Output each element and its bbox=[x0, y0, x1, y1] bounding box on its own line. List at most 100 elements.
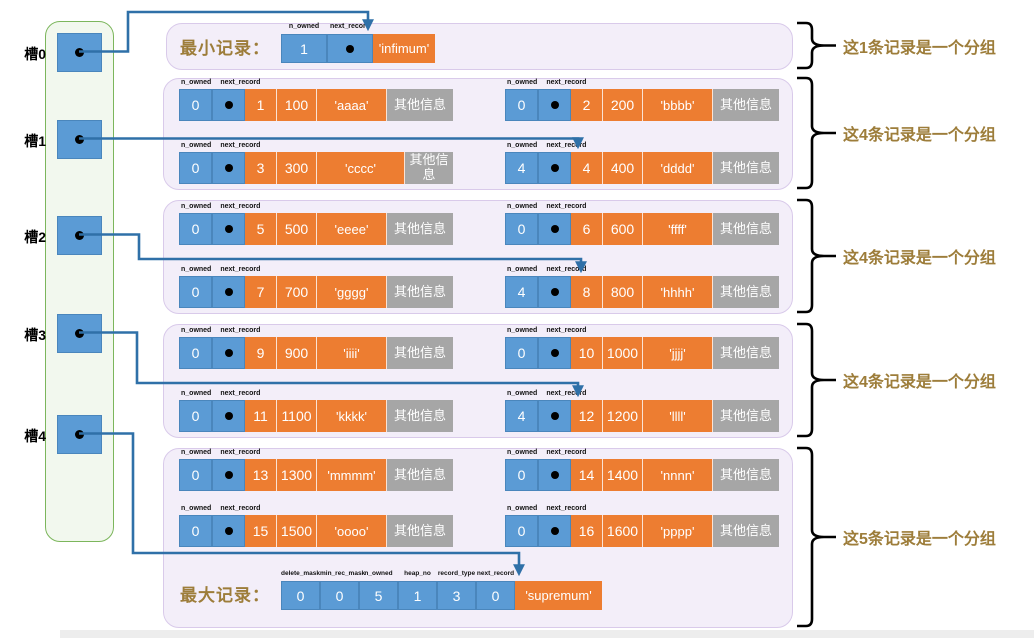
key-cell: 2 bbox=[571, 89, 603, 121]
group-brace-3 bbox=[797, 198, 836, 314]
field-label-next-record: next_record bbox=[546, 505, 587, 512]
next-record-cell bbox=[212, 459, 245, 491]
key-cell: 14 bbox=[571, 459, 603, 491]
key-cell: 16 bbox=[571, 515, 603, 547]
field-label-next-record: next_record bbox=[546, 142, 587, 149]
slot-directory-panel bbox=[45, 21, 114, 542]
next-record-cell bbox=[212, 89, 245, 121]
pointer-dot bbox=[224, 288, 233, 296]
record-type-cell: 3 bbox=[437, 581, 476, 610]
data-cell: 'eeee' bbox=[317, 213, 387, 245]
field-label-n-owned: n_owned bbox=[507, 79, 538, 86]
n-owned-cell: 0 bbox=[505, 337, 538, 369]
pointer-dot bbox=[75, 48, 84, 57]
value-cell: 600 bbox=[603, 213, 643, 245]
record: n_owned next_record 4 8 800 'hhhh' 其他信息 bbox=[505, 266, 779, 308]
n-owned-cell: 0 bbox=[505, 89, 538, 121]
next-record-cell bbox=[212, 276, 245, 308]
record: n_owned next_record 4 4 400 'dddd' 其他信息 bbox=[505, 142, 779, 184]
slot-0 bbox=[57, 33, 102, 72]
next-record-cell bbox=[212, 515, 245, 547]
pointer-dot bbox=[550, 349, 559, 357]
key-cell: 5 bbox=[245, 213, 277, 245]
slot-label-1: 槽1 bbox=[24, 132, 46, 149]
infimum-caption: 最小记录： bbox=[180, 39, 270, 58]
data-cell: 'nnnn' bbox=[643, 459, 713, 491]
field-label-next-record: next_record bbox=[220, 79, 261, 86]
delete-mask-cell: 0 bbox=[281, 581, 320, 610]
value-cell: 1100 bbox=[277, 400, 317, 432]
value-cell: 100 bbox=[277, 89, 317, 121]
pointer-dot bbox=[75, 430, 84, 439]
field-label-n-owned: n_owned bbox=[181, 79, 212, 86]
field-label-n-owned: n_owned bbox=[181, 266, 212, 273]
n-owned-cell: 4 bbox=[505, 276, 538, 308]
other-info-cell: 其他信息 bbox=[387, 515, 453, 547]
pointer-dot bbox=[224, 164, 233, 172]
next-record-cell bbox=[538, 337, 571, 369]
group-brace-label-1: 这1条记录是一个分组 bbox=[843, 39, 996, 57]
value-cell: 400 bbox=[603, 152, 643, 184]
pointer-dot bbox=[224, 349, 233, 357]
min-rec-mask-cell: 0 bbox=[320, 581, 359, 610]
record: n_owned next_record 0 16 1600 'pppp' 其他信… bbox=[505, 505, 779, 547]
slot-label-3: 槽3 bbox=[24, 326, 46, 343]
value-cell: 900 bbox=[277, 337, 317, 369]
field-label-n-owned: n_owned bbox=[507, 266, 538, 273]
other-info-cell: 其他信息 bbox=[713, 152, 779, 184]
other-info-cell: 其他信息 bbox=[387, 400, 453, 432]
record: n_owned next_record 0 10 1000 'jjjj' 其他信… bbox=[505, 327, 779, 369]
key-cell: 7 bbox=[245, 276, 277, 308]
field-label-next-record: next_record bbox=[220, 390, 261, 397]
other-info-cell: 其他信息 bbox=[713, 400, 779, 432]
pointer-dot bbox=[550, 471, 559, 479]
data-cell: 'dddd' bbox=[643, 152, 713, 184]
pointer-dot bbox=[224, 101, 233, 109]
value-cell: 300 bbox=[277, 152, 317, 184]
n-owned-cell: 0 bbox=[505, 459, 538, 491]
record: n_owned next_record 0 3 300 'cccc' 其他信息 bbox=[179, 142, 453, 184]
infimum-value-cell: 'infimum' bbox=[373, 34, 435, 63]
other-info-cell: 其他信息 bbox=[387, 213, 453, 245]
data-cell: 'iiii' bbox=[317, 337, 387, 369]
n-owned-cell: 0 bbox=[505, 213, 538, 245]
next-record-cell bbox=[538, 459, 571, 491]
data-cell: 'bbbb' bbox=[643, 89, 713, 121]
key-cell: 10 bbox=[571, 337, 603, 369]
supremum-record: 0 0 5 1 3 0 'supremum' bbox=[281, 581, 602, 610]
field-label-n-owned: n_owned bbox=[288, 23, 320, 30]
data-cell: 'oooo' bbox=[317, 515, 387, 547]
next-record-cell bbox=[538, 152, 571, 184]
pointer-dot bbox=[224, 527, 233, 535]
record: n_owned next_record 0 14 1400 'nnnn' 其他信… bbox=[505, 449, 779, 491]
group-brace-label-4: 这4条记录是一个分组 bbox=[843, 374, 996, 391]
field-label-delete-mask: delete_mask bbox=[281, 570, 321, 577]
other-info-cell: 其他信息 bbox=[387, 459, 453, 491]
next-record-cell: 0 bbox=[476, 581, 515, 610]
data-cell: 'hhhh' bbox=[643, 276, 713, 308]
field-label-n-owned: n_owned bbox=[181, 390, 212, 397]
field-label-next-record: next_record bbox=[546, 266, 587, 273]
field-label-next-record: next_record bbox=[220, 142, 261, 149]
record: n_owned next_record 0 1 100 'aaaa' 其他信息 bbox=[179, 79, 453, 121]
n-owned-cell: 0 bbox=[179, 337, 212, 369]
value-cell: 1200 bbox=[603, 400, 643, 432]
supremum-caption: 最大记录： bbox=[180, 586, 270, 605]
other-info-cell: 其他信息 bbox=[387, 337, 453, 369]
pointer-dot bbox=[75, 329, 84, 338]
slot-label-4: 槽4 bbox=[24, 427, 46, 444]
field-label-next-record: next_record bbox=[546, 203, 587, 210]
data-cell: 'pppp' bbox=[643, 515, 713, 547]
other-info-cell: 其他信息 bbox=[713, 459, 779, 491]
group-brace-1 bbox=[797, 21, 836, 70]
next-record-cell bbox=[538, 89, 571, 121]
value-cell: 1500 bbox=[277, 515, 317, 547]
other-info-cell: 其他信息 bbox=[405, 152, 453, 184]
pointer-dot bbox=[550, 225, 559, 233]
key-cell: 4 bbox=[571, 152, 603, 184]
infimum-record: 1 'infimum' bbox=[281, 34, 435, 63]
record: n_owned next_record 0 5 500 'eeee' 其他信息 bbox=[179, 203, 453, 245]
next-record-cell bbox=[327, 34, 373, 63]
next-record-cell bbox=[538, 515, 571, 547]
